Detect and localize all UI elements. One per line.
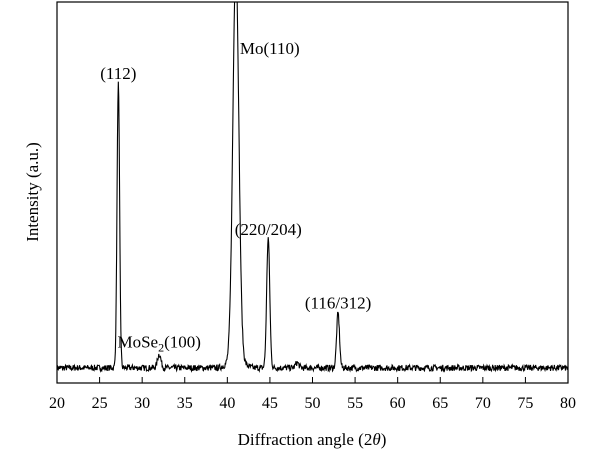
x-axis-title: Diffraction angle (2θ) xyxy=(238,430,387,449)
peak-label: (116/312) xyxy=(305,293,371,312)
x-tick-label: 60 xyxy=(390,395,406,412)
peak-label: Mo(110) xyxy=(240,39,300,58)
peak-label: MoSe2(100) xyxy=(117,332,200,354)
x-tick-label: 50 xyxy=(305,395,321,412)
plot-frame xyxy=(56,1,569,384)
x-tick-label: 40 xyxy=(219,395,235,412)
peak-label: (220/204) xyxy=(235,220,302,239)
x-tick-label: 70 xyxy=(475,395,491,412)
x-tick-label: 35 xyxy=(177,395,193,412)
peak-label: (112) xyxy=(100,64,136,83)
x-axis-ticks xyxy=(56,377,569,383)
y-axis-title: Intensity (a.u.) xyxy=(23,142,42,242)
x-tick-label: 55 xyxy=(347,395,363,412)
x-tick-label: 80 xyxy=(560,395,576,412)
x-tick-label: 30 xyxy=(134,395,150,412)
peak-annotations: (112) MoSe2(100) Mo(110) (220/204) (116/312) xyxy=(100,39,371,354)
x-axis-tick-labels: 20 25 30 35 40 45 50 55 60 65 70 75 80 xyxy=(49,395,576,412)
x-tick-label: 25 xyxy=(92,395,108,412)
x-tick-label: 20 xyxy=(49,395,65,412)
diffraction-trace xyxy=(57,2,568,373)
x-tick-label: 65 xyxy=(432,395,448,412)
x-tick-label: 45 xyxy=(262,395,278,412)
x-tick-label: 75 xyxy=(517,395,533,412)
